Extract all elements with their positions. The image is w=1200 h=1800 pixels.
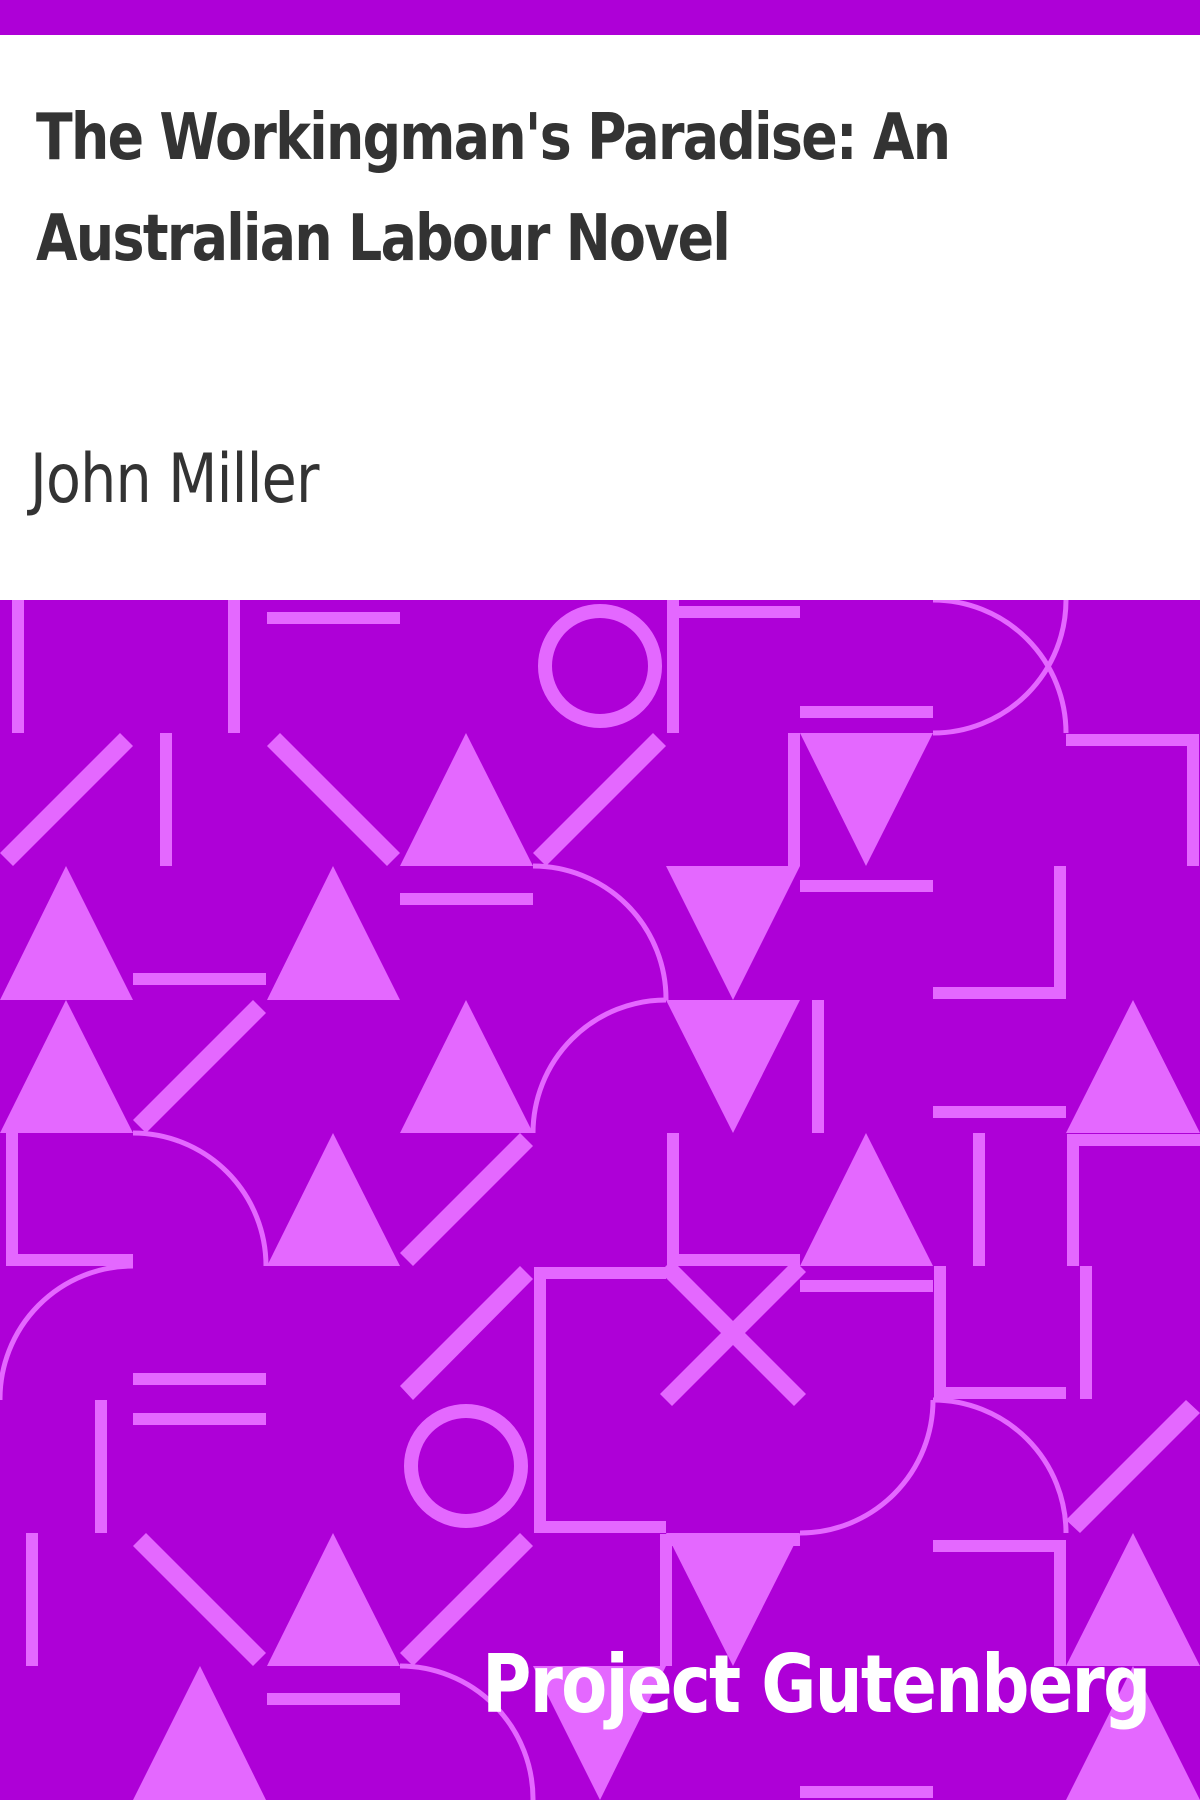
book-author: John Miller bbox=[30, 440, 319, 519]
publisher-name: Project Gutenberg bbox=[482, 1638, 1152, 1731]
book-title: The Workingman's Paradise: An Australian… bbox=[36, 101, 951, 276]
pattern-background bbox=[0, 600, 1200, 1800]
top-color-bar bbox=[0, 0, 1200, 35]
title-block bbox=[0, 35, 1200, 600]
cover-pattern bbox=[0, 600, 1200, 1800]
